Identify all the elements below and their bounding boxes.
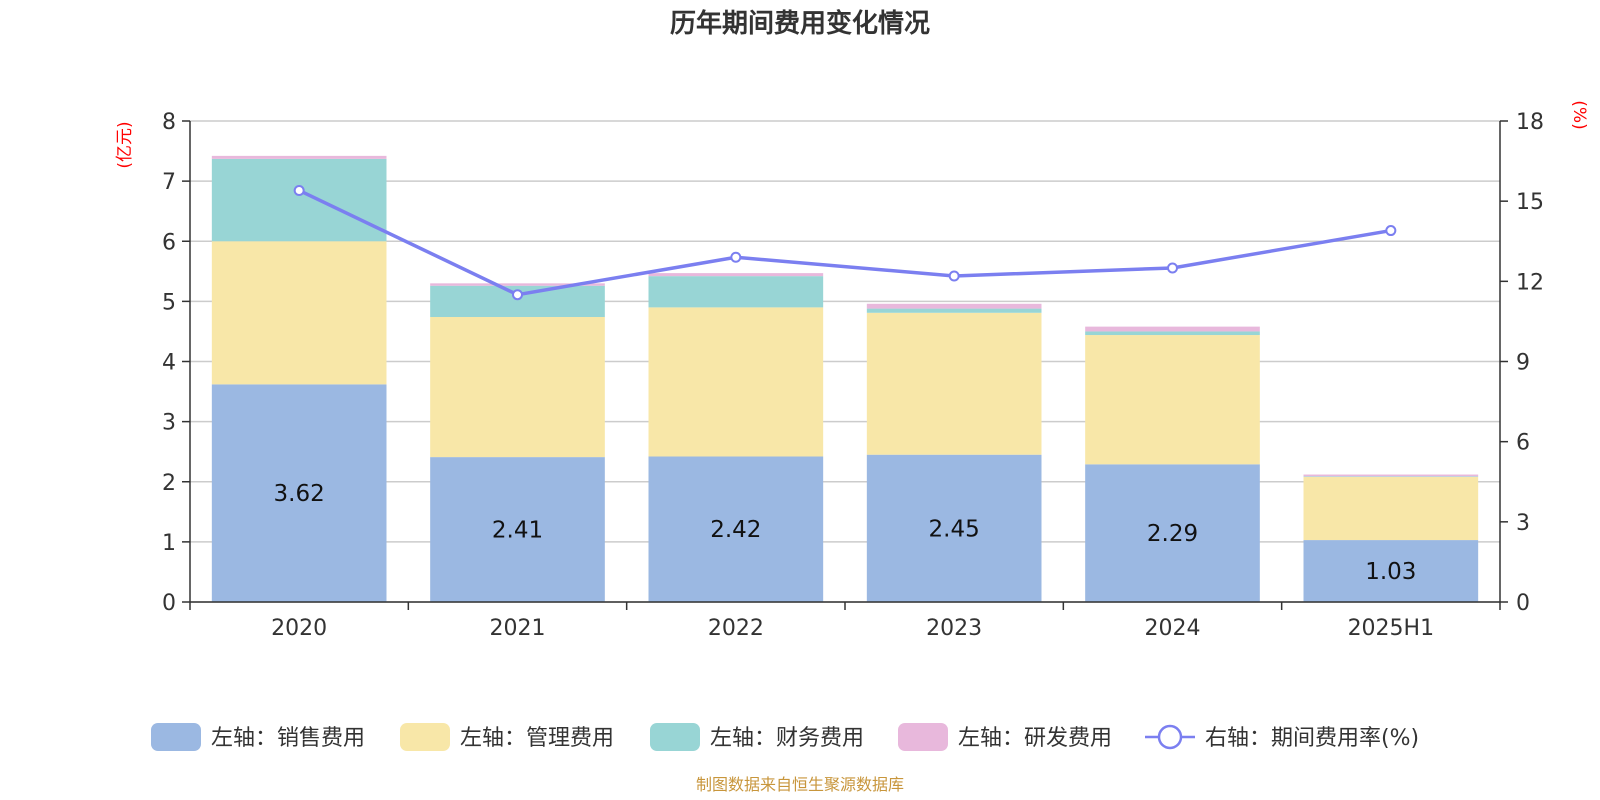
legend-label: 右轴：期间费用率(%) xyxy=(1205,726,1419,751)
legend-marker xyxy=(1157,724,1183,750)
bar-segment xyxy=(211,155,387,159)
left-axis-tick-label: 1 xyxy=(162,531,176,556)
right-axis-tick-label: 9 xyxy=(1516,351,1530,376)
rate-line-point xyxy=(512,289,523,301)
x-axis-tick-label: 2023 xyxy=(926,616,982,641)
x-axis-tick-label: 2021 xyxy=(490,616,546,641)
legend: 左轴：销售费用 左轴：管理费用 左轴：财务费用 左轴：研发费用 右轴：期间费用率(%) xyxy=(151,723,1419,751)
legend-label: 左轴：财务费用 xyxy=(710,726,864,751)
x-axis-tick-label: 2025H1 xyxy=(1348,616,1435,641)
left-axis-tick-label: 5 xyxy=(162,290,176,315)
rate-line-point xyxy=(293,184,305,196)
bar-segment xyxy=(1303,474,1479,477)
bar-data-label: 2.41 xyxy=(492,518,543,544)
right-axis-tick-label: 0 xyxy=(1516,591,1530,616)
bar-segment xyxy=(866,308,1042,313)
legend-swatch xyxy=(400,723,450,751)
bar-segment xyxy=(648,307,824,457)
bar-data-label: 2.45 xyxy=(929,516,980,542)
left-axis-tick-label: 6 xyxy=(162,230,176,255)
bar-segment xyxy=(648,273,824,277)
bar-segment xyxy=(1303,476,1479,477)
bar-segment xyxy=(1085,464,1260,602)
bar-segment xyxy=(1303,476,1479,541)
left-axis-tick-label: 8 xyxy=(162,110,176,135)
left-axis-unit: (亿元) xyxy=(115,121,135,168)
data-source-note: 制图数据来自恒生聚源数据库 xyxy=(696,775,904,794)
rate-line-point xyxy=(730,251,742,263)
bar-segment xyxy=(430,317,605,458)
left-axis-tick-label: 7 xyxy=(162,170,176,195)
x-axis-tick-label: 2020 xyxy=(271,616,327,641)
x-axis-tick-label: 2022 xyxy=(708,616,764,641)
legend-label: 左轴：管理费用 xyxy=(460,726,614,751)
bar-segment xyxy=(1085,335,1260,465)
legend-swatch xyxy=(151,723,201,751)
bar-data-label: 1.03 xyxy=(1365,559,1416,585)
rate-line xyxy=(293,184,1397,301)
right-axis-tick-label: 6 xyxy=(1516,431,1530,456)
bar-data-label: 2.29 xyxy=(1147,521,1198,547)
right-axis-tick-label: 12 xyxy=(1516,270,1544,295)
bars: 3.62 2.41 2.42 2.45 2.29 1.03 xyxy=(211,155,1479,602)
rate-line-point xyxy=(1385,225,1397,237)
left-axis-tick-label: 2 xyxy=(162,471,176,496)
bar-segment xyxy=(648,456,824,602)
rate-line-point xyxy=(1167,262,1178,274)
rate-line-path xyxy=(298,188,1392,297)
right-axis-unit: (%) xyxy=(1569,100,1589,129)
left-axis-tick-label: 0 xyxy=(162,591,176,616)
bar-segment xyxy=(866,303,1042,309)
left-axis-tick-label: 3 xyxy=(162,411,176,436)
bar-segment xyxy=(430,457,605,602)
bar-segment xyxy=(1303,540,1479,602)
chart-title: 历年期间费用变化情况 xyxy=(670,8,930,39)
left-axis-tick-label: 4 xyxy=(162,351,176,376)
legend-swatch xyxy=(898,723,948,751)
bar-segment xyxy=(211,241,387,385)
rate-line-point xyxy=(948,270,960,282)
bar-data-label: 3.62 xyxy=(274,481,325,507)
right-axis-tick-label: 15 xyxy=(1516,190,1544,215)
bar-segment xyxy=(211,158,387,242)
bar-data-label: 2.42 xyxy=(710,517,761,543)
legend-label: 左轴：研发费用 xyxy=(958,726,1112,751)
bar-segment xyxy=(1085,331,1260,336)
bar-segment xyxy=(1085,326,1260,332)
legend-label: 左轴：销售费用 xyxy=(211,726,365,751)
bar-segment xyxy=(866,312,1042,455)
legend-swatch xyxy=(650,723,700,751)
bar-segment xyxy=(211,384,387,602)
right-axis-tick-label: 18 xyxy=(1516,110,1544,135)
bar-segment xyxy=(430,283,605,286)
x-axis-tick-label: 2024 xyxy=(1145,616,1201,641)
right-axis-tick-label: 3 xyxy=(1516,511,1530,536)
bar-segment xyxy=(866,454,1042,602)
bar-segment xyxy=(648,276,824,308)
